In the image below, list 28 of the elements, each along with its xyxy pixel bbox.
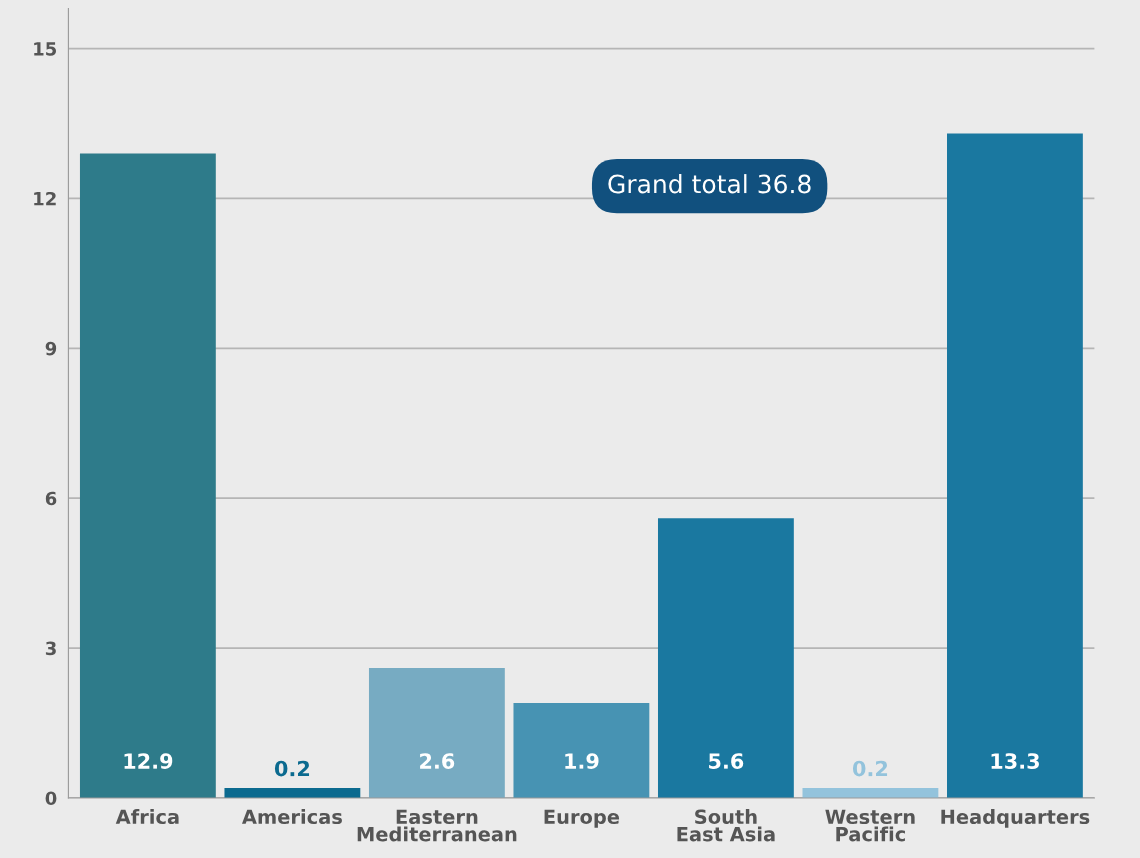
y-tick-label: 15 [34,42,57,56]
x-tick-label: Eastern Mediterranean [357,809,517,842]
bar [79,153,216,798]
data-label: 0.2 [852,760,888,777]
x-tick-label: Western Pacific [825,809,915,842]
data-label: 1.9 [565,753,599,769]
bar [657,518,794,798]
y-tick-label: 12 [34,191,56,206]
annotation: Grand total 36.8 [608,174,811,194]
y-tick-label: 3 [45,641,56,656]
y-tick-label: 9 [45,341,57,356]
x-tick-label: Africa [115,809,179,825]
data-label: 12.9 [124,753,173,769]
data-label: 2.6 [420,753,455,769]
x-tick-label: Headquarters [941,809,1090,828]
bar [947,133,1083,798]
x-tick-label: Americas [241,809,342,825]
x-tick-label: South East Asia [677,809,775,842]
bar [802,787,939,798]
y-tick-label: 6 [45,491,57,506]
y-tick-label: 0 [45,791,57,806]
data-label: 5.6 [709,753,744,769]
bar [224,787,361,798]
x-tick-label: Europe [544,809,620,828]
bar [368,668,505,798]
bar [513,703,650,798]
data-label: 13.3 [991,753,1039,769]
data-label: 0.2 [274,760,310,777]
